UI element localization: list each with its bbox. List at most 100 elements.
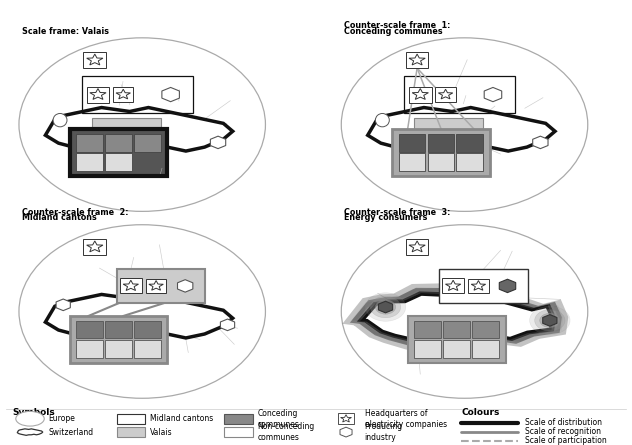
- Bar: [468, 279, 489, 293]
- Circle shape: [341, 225, 588, 398]
- Text: Scale of recognition: Scale of recognition: [525, 427, 600, 436]
- Polygon shape: [46, 295, 233, 342]
- Text: Non-conceding
communes: Non-conceding communes: [257, 422, 315, 442]
- Text: Scale of distribution: Scale of distribution: [525, 418, 602, 427]
- Bar: [444, 321, 470, 339]
- Bar: [408, 316, 506, 363]
- Bar: [134, 321, 161, 339]
- Polygon shape: [379, 301, 392, 313]
- Text: Switzerland: Switzerland: [49, 428, 94, 437]
- Circle shape: [19, 225, 265, 398]
- Bar: [338, 413, 354, 424]
- Polygon shape: [56, 299, 70, 311]
- Bar: [92, 118, 161, 142]
- Circle shape: [375, 300, 396, 314]
- Bar: [120, 279, 142, 294]
- Bar: [428, 134, 454, 152]
- Bar: [76, 153, 103, 171]
- Polygon shape: [409, 54, 425, 65]
- Polygon shape: [17, 429, 43, 435]
- Bar: [117, 414, 145, 424]
- Polygon shape: [363, 295, 552, 344]
- Circle shape: [540, 313, 560, 328]
- Bar: [444, 340, 470, 358]
- Bar: [106, 321, 131, 339]
- Polygon shape: [356, 291, 558, 347]
- Text: Energy consumers: Energy consumers: [344, 214, 428, 222]
- Bar: [134, 134, 161, 152]
- Circle shape: [535, 310, 565, 331]
- Bar: [406, 239, 428, 255]
- Polygon shape: [341, 415, 351, 422]
- Bar: [70, 316, 167, 363]
- Text: Symbols: Symbols: [13, 408, 56, 417]
- Polygon shape: [162, 87, 179, 101]
- Text: Counter-scale frame  1:: Counter-scale frame 1:: [344, 21, 451, 30]
- Polygon shape: [178, 280, 193, 292]
- Polygon shape: [446, 280, 461, 291]
- Bar: [83, 239, 106, 255]
- Circle shape: [19, 38, 265, 211]
- Bar: [224, 414, 253, 424]
- Text: Conceding communes: Conceding communes: [344, 27, 443, 36]
- Circle shape: [341, 38, 588, 211]
- Polygon shape: [87, 241, 103, 252]
- Ellipse shape: [16, 411, 44, 426]
- Bar: [106, 340, 131, 358]
- Ellipse shape: [53, 113, 67, 127]
- Bar: [456, 153, 483, 171]
- Bar: [83, 52, 106, 68]
- Bar: [409, 86, 432, 102]
- Bar: [428, 153, 454, 171]
- Text: Midland cantons: Midland cantons: [22, 214, 97, 222]
- Text: Scale frame: Valais: Scale frame: Valais: [22, 27, 109, 36]
- Bar: [146, 279, 166, 293]
- Bar: [406, 52, 428, 68]
- Polygon shape: [409, 241, 425, 252]
- Polygon shape: [221, 319, 234, 331]
- Polygon shape: [361, 294, 554, 344]
- Polygon shape: [210, 136, 226, 149]
- Bar: [117, 269, 205, 303]
- Text: Counter-scale frame  3:: Counter-scale frame 3:: [344, 208, 451, 217]
- Bar: [472, 321, 499, 339]
- Bar: [414, 118, 483, 142]
- Bar: [106, 153, 131, 171]
- Text: Colours: Colours: [461, 408, 500, 417]
- Polygon shape: [484, 87, 502, 101]
- Bar: [415, 340, 441, 358]
- Bar: [399, 153, 425, 171]
- Text: Conceding
communes: Conceding communes: [257, 409, 299, 429]
- Circle shape: [530, 306, 570, 335]
- Bar: [456, 134, 483, 152]
- Polygon shape: [46, 108, 233, 155]
- Polygon shape: [499, 279, 516, 293]
- Bar: [392, 129, 490, 176]
- Text: Producing
industry: Producing industry: [365, 422, 403, 442]
- Bar: [472, 340, 499, 358]
- Polygon shape: [533, 136, 548, 149]
- Text: Scale of participation: Scale of participation: [525, 436, 606, 445]
- Circle shape: [365, 293, 406, 321]
- Bar: [442, 279, 464, 294]
- Bar: [117, 427, 145, 437]
- Polygon shape: [87, 54, 103, 65]
- Bar: [415, 321, 441, 339]
- Bar: [87, 86, 109, 102]
- Circle shape: [370, 296, 401, 318]
- Polygon shape: [123, 280, 138, 291]
- Polygon shape: [439, 89, 453, 99]
- Bar: [113, 87, 133, 101]
- Bar: [76, 134, 103, 152]
- Text: Europe: Europe: [49, 414, 76, 423]
- Text: Counter-scale frame  2:: Counter-scale frame 2:: [22, 208, 129, 217]
- Bar: [106, 134, 131, 152]
- Bar: [82, 76, 193, 113]
- Polygon shape: [149, 280, 163, 290]
- Polygon shape: [90, 89, 106, 99]
- Ellipse shape: [375, 113, 389, 127]
- Bar: [224, 427, 253, 437]
- Bar: [134, 340, 161, 358]
- Bar: [70, 129, 167, 176]
- Text: /: /: [160, 168, 162, 174]
